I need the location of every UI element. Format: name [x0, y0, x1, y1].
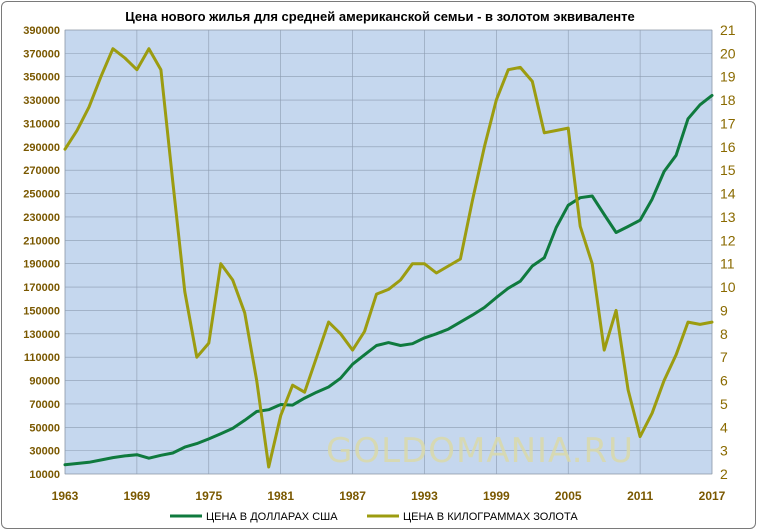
y-right-tick-label: 15 [720, 162, 736, 178]
x-tick-label: 1969 [124, 489, 151, 503]
y-right-tick-label: 12 [720, 232, 736, 248]
right-y-axis: 21 20 19 18 17 16 15 14 13 12 11 10 9 8 7 6 5 4 3 2 [720, 22, 736, 482]
y-left-tick-label: 250000 [23, 189, 60, 201]
y-right-tick-label: 3 [720, 443, 728, 459]
y-right-tick-label: 5 [720, 396, 728, 412]
y-right-tick-label: 10 [720, 279, 736, 295]
y-left-tick-label: 190000 [23, 259, 60, 271]
series-layer [63, 47, 714, 469]
y-right-tick-label: 14 [720, 186, 736, 202]
plot-area [64, 29, 713, 475]
y-right-tick-label: 9 [720, 302, 728, 318]
y-right-tick-label: 13 [720, 209, 736, 225]
legend-label-gold: ЦЕНА В КИЛОГРАММАХ ЗОЛОТА [403, 511, 578, 523]
y-left-tick-label: 150000 [23, 305, 60, 317]
y-right-tick-label: 20 [720, 45, 736, 61]
y-left-tick-label: 390000 [23, 25, 60, 37]
y-left-tick-label: 370000 [23, 48, 60, 60]
y-left-tick-label: 230000 [23, 212, 60, 224]
x-tick-label: 1981 [267, 489, 294, 503]
y-left-tick-label: 70000 [29, 399, 60, 411]
y-right-tick-label: 6 [720, 373, 728, 389]
left-y-axis: 390000 370000 350000 330000 310000 290000 2700… [23, 25, 60, 481]
series-line-usd [63, 93, 714, 467]
y-right-tick-label: 18 [720, 92, 736, 108]
x-axis: 1963 1969 1975 1981 1987 1993 1999 2005 2011 2017 [52, 489, 726, 503]
x-tick-label: 2011 [627, 489, 653, 503]
x-tick-label: 1975 [195, 489, 222, 503]
y-right-tick-label: 8 [720, 326, 728, 342]
y-left-tick-label: 90000 [29, 376, 60, 388]
y-right-tick-label: 2 [720, 466, 728, 482]
y-left-tick-label: 50000 [29, 422, 60, 434]
legend: ЦЕНА В ДОЛЛАРАХ США ЦЕНА В КИЛОГРАММАХ З… [170, 511, 578, 523]
y-left-tick-label: 10000 [29, 469, 60, 481]
y-left-tick-label: 270000 [23, 165, 60, 177]
series-line-gold [63, 47, 714, 469]
y-left-tick-label: 110000 [24, 352, 60, 364]
x-tick-label: 1999 [483, 489, 510, 503]
x-tick-label: 2005 [555, 489, 582, 503]
y-left-tick-label: 290000 [23, 142, 60, 154]
x-tick-label: 1987 [339, 489, 366, 503]
y-right-tick-label: 4 [720, 419, 728, 435]
watermark-text: GOLDOMANIA.RU [326, 431, 634, 471]
chart-title: Цена нового жилья для средней американск… [125, 9, 635, 24]
y-left-tick-label: 210000 [23, 235, 60, 247]
y-right-tick-label: 16 [720, 139, 736, 155]
gridlines [64, 29, 713, 475]
y-right-tick-label: 11 [720, 256, 735, 272]
y-right-tick-label: 17 [720, 115, 736, 131]
x-tick-label: 1993 [411, 489, 438, 503]
y-right-tick-label: 19 [720, 69, 736, 85]
y-left-tick-label: 30000 [29, 446, 60, 458]
x-tick-label: 2017 [699, 489, 726, 503]
y-left-tick-label: 130000 [23, 329, 60, 341]
x-tick-label: 1963 [52, 489, 79, 503]
y-right-tick-label: 21 [720, 22, 736, 38]
legend-label-usd: ЦЕНА В ДОЛЛАРАХ США [206, 511, 338, 523]
y-left-tick-label: 350000 [23, 72, 60, 84]
y-left-tick-label: 170000 [23, 282, 60, 294]
y-left-tick-label: 310000 [23, 118, 60, 130]
y-left-tick-label: 330000 [23, 95, 60, 107]
y-right-tick-label: 7 [720, 349, 728, 365]
